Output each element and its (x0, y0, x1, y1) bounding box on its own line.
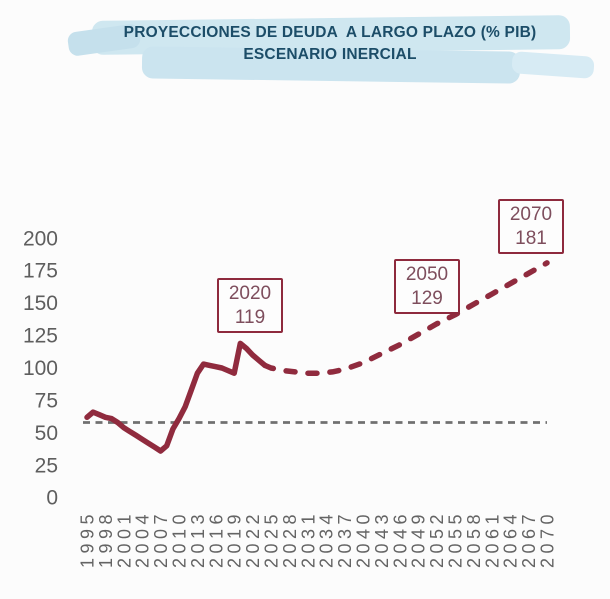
annotation-2070: 2070 181 (498, 199, 564, 254)
y-tick-label: 175 (23, 260, 58, 283)
x-tick-label: 2043 (372, 510, 392, 568)
chart-title-line2: ESCENARIO INERCIAL (243, 46, 417, 63)
x-tick-label: 1998 (96, 510, 116, 568)
series-historical (84, 340, 268, 454)
annotation-value: 129 (411, 287, 443, 309)
x-tick-label: 2052 (427, 510, 447, 568)
y-tick-label: 125 (23, 325, 58, 348)
x-tick-label: 2055 (446, 510, 466, 568)
x-tick-label: 2028 (280, 510, 300, 568)
x-tick-label: 2016 (206, 510, 226, 568)
annotation-2020: 2020 119 (217, 278, 283, 333)
x-tick-label: 2058 (464, 510, 484, 568)
y-tick-label: 0 (46, 487, 58, 510)
x-tick-label: 2013 (188, 510, 208, 568)
x-tick-label: 2007 (151, 510, 171, 568)
x-tick-label: 2064 (501, 510, 521, 568)
y-tick-label: 50 (35, 422, 58, 445)
x-tick-label: 2010 (170, 510, 190, 568)
x-tick-label: 2061 (482, 510, 502, 568)
x-tick-label: 2067 (519, 510, 539, 568)
y-tick-label: 100 (23, 357, 58, 380)
annotation-2050: 2050 129 (394, 259, 460, 314)
x-tick-label: 2004 (133, 510, 153, 568)
y-tick-label: 150 (23, 292, 58, 315)
x-tick-label: 2040 (354, 510, 374, 568)
series-projection (262, 260, 550, 376)
x-tick-label: 2049 (409, 510, 429, 568)
x-tick-label: 2001 (114, 510, 134, 568)
x-tick-label: 2034 (317, 510, 337, 568)
x-tick-label: 2031 (298, 510, 318, 568)
x-tick-label: 2070 (538, 510, 558, 568)
y-tick-label: 200 (23, 227, 58, 250)
annotation-value: 119 (234, 306, 266, 328)
chart-title: PROYECCIONES DE DEUDA A LARGO PLAZO (% P… (80, 14, 580, 66)
x-tick-label: 2019 (225, 510, 245, 568)
x-tick-label: 2046 (390, 510, 410, 568)
x-tick-label: 2037 (335, 510, 355, 568)
x-tick-label: 1995 (78, 510, 98, 568)
x-tick-label: 2022 (243, 510, 263, 568)
annotation-value: 181 (515, 227, 547, 249)
y-tick-label: 25 (35, 454, 58, 477)
annotation-year: 2020 (228, 282, 272, 304)
annotation-year: 2070 (509, 203, 553, 225)
chart-title-line1: PROYECCIONES DE DEUDA A LARGO PLAZO (% P… (123, 24, 537, 41)
chart-title-block: PROYECCIONES DE DEUDA A LARGO PLAZO (% P… (66, 14, 595, 84)
y-tick-label: 75 (35, 389, 58, 412)
annotation-year: 2050 (405, 263, 449, 285)
x-tick-label: 2025 (262, 510, 282, 568)
